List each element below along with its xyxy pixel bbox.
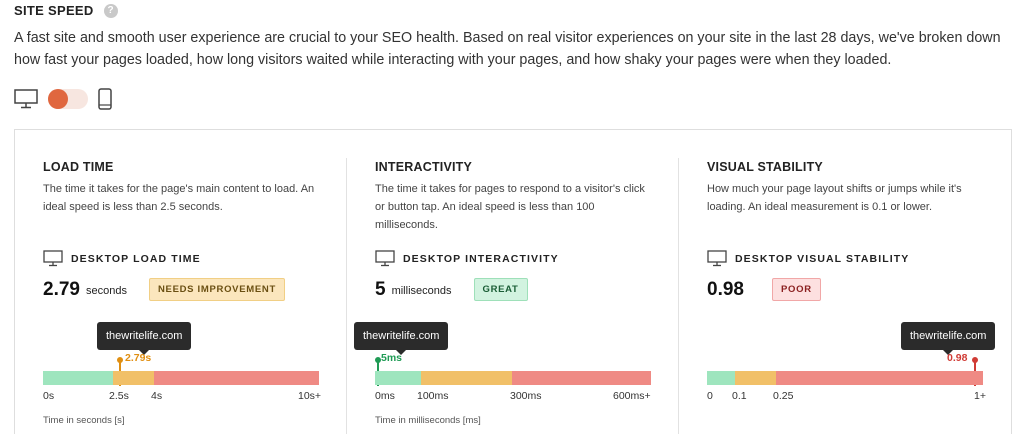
score-bar xyxy=(43,371,319,385)
metrics-panel: LOAD TIME The time it takes for the page… xyxy=(14,129,1012,434)
tick-label: 100ms xyxy=(417,390,449,402)
device-toggle xyxy=(14,88,112,110)
score-bar xyxy=(375,371,651,385)
sub-heading: DESKTOP INTERACTIVITY xyxy=(375,250,559,267)
marker-label: 5ms xyxy=(381,352,403,364)
section-title: SITE SPEED xyxy=(14,3,94,18)
metric-unit: seconds xyxy=(85,285,127,297)
metric-unit: milliseconds xyxy=(391,285,452,297)
status-badge: GREAT xyxy=(473,278,528,301)
sub-heading-label: DESKTOP VISUAL STABILITY xyxy=(735,252,910,265)
column-divider xyxy=(346,158,347,434)
desktop-icon xyxy=(43,250,63,267)
card-title: LOAD TIME xyxy=(43,160,114,174)
sub-heading: DESKTOP VISUAL STABILITY xyxy=(707,250,909,267)
card-description: The time it takes for pages to respond t… xyxy=(375,183,645,231)
desktop-icon xyxy=(707,250,727,267)
marker-label: 2.79s xyxy=(125,352,152,364)
card-visual-stability: VISUAL STABILITY How much your page layo… xyxy=(679,130,1011,434)
desktop-icon[interactable] xyxy=(14,89,38,109)
mobile-icon[interactable] xyxy=(98,88,112,110)
bar-good xyxy=(43,371,113,385)
bar-poor xyxy=(776,371,983,385)
bar-good xyxy=(707,371,735,385)
card-load-time: LOAD TIME The time it takes for the page… xyxy=(15,130,346,434)
sub-heading-label: DESKTOP LOAD TIME xyxy=(71,252,201,265)
status-badge: POOR xyxy=(771,278,821,301)
section-header: SITE SPEED ? xyxy=(14,3,118,18)
site-tooltip: thewritelife.com xyxy=(354,322,449,355)
bar-needs xyxy=(735,371,776,385)
bar-needs xyxy=(421,371,512,385)
metric-row: 2.79 seconds NEEDS IMPROVEMENT xyxy=(43,278,285,301)
column-divider xyxy=(678,158,679,434)
site-tooltip: thewritelife.com xyxy=(901,322,996,355)
tick-label: 600ms+ xyxy=(613,390,651,402)
metric-row: 0.98 POOR xyxy=(707,278,821,301)
marker-label: 0.98 xyxy=(947,352,968,364)
site-tooltip: thewritelife.com xyxy=(97,322,192,355)
sub-heading-label: DESKTOP INTERACTIVITY xyxy=(403,252,559,265)
status-badge: NEEDS IMPROVEMENT xyxy=(148,278,285,301)
help-icon[interactable]: ? xyxy=(103,3,118,18)
desktop-icon xyxy=(375,250,395,267)
tick-label: 10s+ xyxy=(298,390,322,402)
sub-heading: DESKTOP LOAD TIME xyxy=(43,250,201,267)
tick-label: 0 xyxy=(707,390,713,402)
tick-label: 2.5s xyxy=(109,390,129,402)
score-bar xyxy=(707,371,983,385)
metric-row: 5 milliseconds GREAT xyxy=(375,278,528,301)
metric-value: 2.79 xyxy=(43,278,80,300)
bar-poor xyxy=(512,371,651,385)
card-description: How much your page layout shifts or jump… xyxy=(707,183,962,213)
intro-text: A fast site and smooth user experience a… xyxy=(14,30,1001,68)
bar-needs xyxy=(113,371,154,385)
tick-label: 0ms xyxy=(375,390,395,402)
tick-label: 0s xyxy=(43,390,55,402)
switch-knob xyxy=(48,89,68,109)
card-description: The time it takes for the page's main co… xyxy=(43,183,315,213)
card-interactivity: INTERACTIVITY The time it takes for page… xyxy=(347,130,678,434)
metric-value: 5 xyxy=(375,278,386,300)
metric-value: 0.98 xyxy=(707,278,744,300)
device-switch[interactable] xyxy=(48,89,88,109)
tick-label: 0.1 xyxy=(732,390,747,402)
axis-caption: Time in milliseconds [ms] xyxy=(375,415,481,426)
tick-label: 300ms xyxy=(510,390,542,402)
tick-label: 0.25 xyxy=(773,390,794,402)
bar-good xyxy=(375,371,421,385)
axis-caption: Time in seconds [s] xyxy=(43,415,125,426)
tick-label: 1+ xyxy=(974,390,986,402)
tick-label: 4s xyxy=(151,390,163,402)
card-title: VISUAL STABILITY xyxy=(707,160,823,174)
card-title: INTERACTIVITY xyxy=(375,160,473,174)
bar-poor xyxy=(154,371,319,385)
